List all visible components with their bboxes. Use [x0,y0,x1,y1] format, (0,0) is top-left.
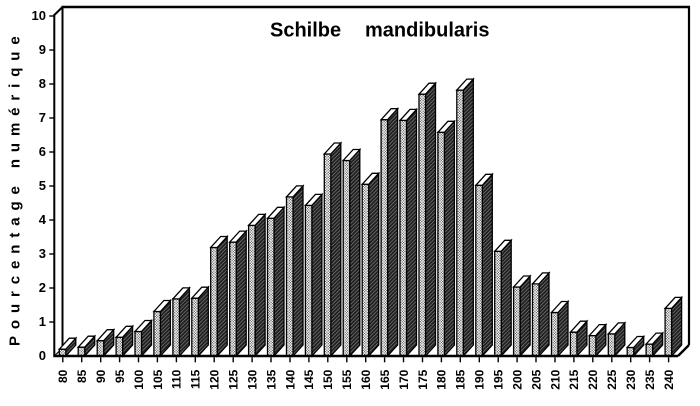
svg-text:2: 2 [39,280,46,295]
svg-text:190: 190 [473,369,487,389]
svg-text:Pourcentage numérique: Pourcentage numérique [7,29,24,346]
svg-text:145: 145 [302,369,316,389]
svg-text:140: 140 [283,369,297,389]
svg-text:10: 10 [32,8,46,23]
svg-text:120: 120 [208,369,222,389]
svg-text:155: 155 [340,369,354,389]
svg-text:130: 130 [245,369,259,389]
svg-text:150: 150 [321,369,335,389]
svg-text:90: 90 [94,369,108,383]
svg-text:165: 165 [378,369,392,389]
svg-text:115: 115 [189,369,203,389]
svg-text:135: 135 [264,369,278,389]
svg-text:Schilbe: Schilbe [270,20,341,42]
svg-text:8: 8 [39,76,46,91]
svg-text:4: 4 [39,212,47,227]
svg-text:170: 170 [397,369,411,389]
svg-text:125: 125 [227,369,241,389]
svg-text:1: 1 [39,314,46,329]
svg-text:220: 220 [586,369,600,389]
svg-text:7: 7 [39,110,46,125]
svg-text:100: 100 [132,369,146,389]
svg-text:5: 5 [39,178,46,193]
svg-text:mandibularis: mandibularis [365,20,489,42]
svg-text:210: 210 [548,369,562,389]
svg-text:95: 95 [113,369,127,383]
svg-text:3: 3 [39,246,46,261]
svg-text:0: 0 [39,348,46,363]
svg-text:200: 200 [510,369,524,389]
svg-text:180: 180 [435,369,449,389]
svg-text:80: 80 [56,369,70,383]
svg-text:85: 85 [75,369,89,383]
svg-text:235: 235 [643,369,657,389]
svg-text:195: 195 [492,369,506,389]
svg-text:110: 110 [170,369,184,389]
svg-text:105: 105 [151,369,165,389]
svg-text:9: 9 [39,42,46,57]
svg-text:6: 6 [39,144,46,159]
svg-text:215: 215 [567,369,581,389]
svg-text:240: 240 [662,369,676,389]
svg-text:175: 175 [416,369,430,389]
svg-text:160: 160 [359,369,373,389]
svg-text:230: 230 [624,369,638,389]
svg-text:225: 225 [605,369,619,389]
svg-text:205: 205 [529,369,543,389]
svg-text:185: 185 [454,369,468,389]
